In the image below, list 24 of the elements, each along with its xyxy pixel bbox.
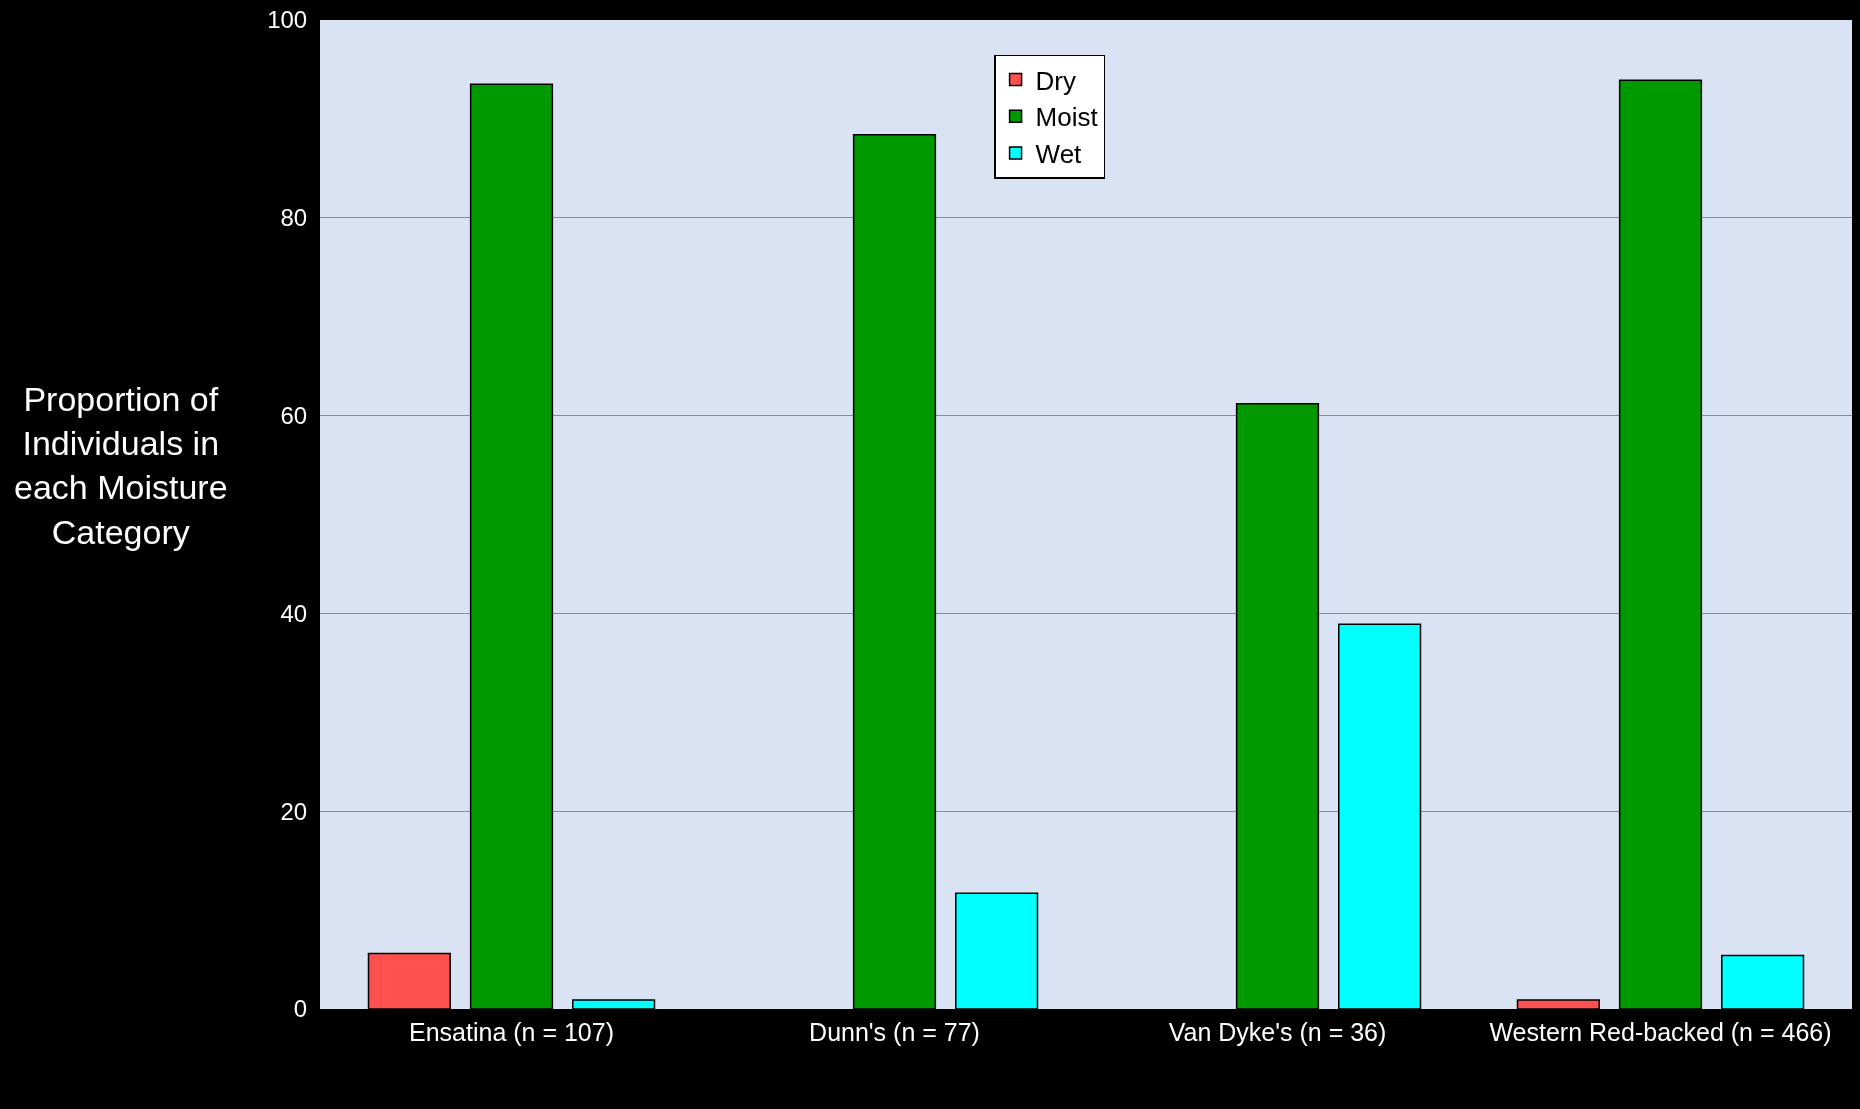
x-tick-label: Van Dyke's (n = 36) [1168,1018,1387,1046]
y-tick-label: 100 [267,6,308,34]
bar [1516,999,1600,1009]
legend-label: Moist [1035,102,1099,133]
bar [367,952,451,1009]
bar [1235,402,1320,1009]
y-tick-label: 20 [280,797,308,825]
bar [469,83,554,1009]
x-tick-label: Western Red-backed (n = 466) [1489,1018,1832,1046]
bar [1338,623,1422,1009]
x-tick-label: Ensatina (n = 107) [409,1018,614,1046]
y-tick-label: 0 [293,995,308,1023]
y-tick-label: 40 [280,599,308,627]
bar [1618,79,1703,1009]
y-tick-label: 60 [280,402,308,429]
legend-label: Wet [1035,139,1083,170]
y-tick-label: 80 [280,204,308,232]
bar [955,892,1039,1009]
legend-label: Dry [1035,65,1077,96]
y-axis-title: Proportion of Individuals in each Moisture Category [14,380,228,551]
x-tick-label: Dunn's (n = 77) [809,1018,980,1046]
bar [852,133,937,1009]
bar [572,999,656,1009]
bar [1721,954,1805,1009]
